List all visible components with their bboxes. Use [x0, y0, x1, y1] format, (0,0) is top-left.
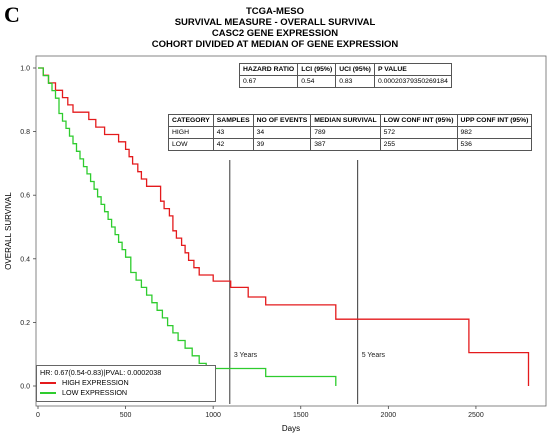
plot-frame [35, 55, 547, 407]
table-cell: 982 [456, 126, 533, 139]
series-lines [38, 67, 530, 386]
x-tick-label: 500 [120, 412, 132, 419]
table-cell: 789 [310, 126, 381, 139]
reference-line-label: 5 Years [362, 352, 386, 359]
category-table: CATEGORY SAMPLES NO OF EVENTS MEDIAN SUR… [168, 114, 533, 151]
uci-value: 0.83 [335, 75, 375, 88]
table-cell: 34 [252, 126, 312, 139]
cat-header-median: MEDIAN SURVIVAL [310, 114, 381, 127]
chart-subtitle-cohort: COHORT DIVIDED AT MEDIAN OF GENE EXPRESS… [151, 39, 399, 50]
table-row: LOW 42 39 387 255 536 [168, 138, 533, 151]
y-tick-label: 1.0 [20, 66, 30, 73]
legend-label-high: HIGH EXPRESSION [62, 378, 129, 387]
table-row: HIGH 43 34 789 572 982 [168, 126, 533, 139]
y-tick-label: 0.2 [20, 320, 30, 327]
legend-swatch-high [40, 382, 56, 384]
chart-subtitle-measure: SURVIVAL MEASURE - OVERALL SURVIVAL [174, 17, 376, 28]
reference-lines: 3 Years 5 Years [229, 160, 386, 404]
x-axis-label: Days [282, 424, 300, 433]
cat-header-low-ci: LOW CONF INT (95%) [379, 114, 458, 127]
table-cell: 536 [456, 138, 533, 151]
y-tick-label: 0.4 [20, 256, 30, 263]
axes: 0 500 1000 1500 2000 2500 0.0 0.2 0.4 0.6 0.8 1.0 [20, 66, 484, 420]
x-tick-label: 1500 [293, 412, 309, 419]
legend: HR: 0.67(0.54-0.83)|PVAL: 0.0002038 HIGH… [36, 365, 216, 402]
cat-header-upp-ci: UPP CONF INT (95%) [456, 114, 533, 127]
table-cell: LOW [168, 138, 214, 151]
y-tick-label: 0.0 [20, 384, 30, 391]
p-value: 0.00020379350269184 [373, 75, 452, 88]
table-cell: 43 [212, 126, 254, 139]
legend-hr-text: HR: 0.67(0.54-0.83)|PVAL: 0.0002038 [40, 368, 162, 377]
x-tick-label: 1000 [205, 412, 221, 419]
hazard-ratio-table: HAZARD RATIO LCI (95%) UCI (95%) P VALUE… [238, 63, 452, 88]
table-cell: 572 [379, 126, 458, 139]
table-cell: 42 [212, 138, 254, 151]
legend-label-low: LOW EXPRESSION [62, 388, 128, 397]
y-tick-label: 0.6 [20, 193, 30, 200]
cat-header-events: NO OF EVENTS [252, 114, 312, 127]
chart-subtitle-gene: CASC2 GENE EXPRESSION [211, 28, 339, 39]
table-cell: 255 [379, 138, 458, 151]
legend-swatch-low [40, 392, 56, 394]
series-line-high-expression [38, 67, 530, 386]
y-axis-label: OVERALL SURVIVAL [4, 192, 13, 270]
table-cell: 39 [252, 138, 312, 151]
hr-header-hazard-ratio: HAZARD RATIO [238, 63, 299, 76]
reference-line-label: 3 Years [234, 352, 258, 359]
table-cell: HIGH [168, 126, 214, 139]
hr-value: 0.67 [238, 75, 299, 88]
y-tick-label: 0.8 [20, 129, 30, 136]
x-tick-label: 2500 [468, 412, 484, 419]
hr-header-lci: LCI (95%) [297, 63, 337, 76]
x-tick-label: 0 [36, 412, 40, 419]
lci-value: 0.54 [297, 75, 337, 88]
series-line-low-expression [38, 67, 337, 386]
cat-header-category: CATEGORY [168, 114, 214, 127]
panel-letter: C [4, 2, 20, 27]
hr-header-p-value: P VALUE [373, 63, 452, 76]
chart-title: TCGA-MESO [245, 6, 305, 17]
cat-header-samples: SAMPLES [212, 114, 254, 127]
table-cell: 387 [310, 138, 381, 151]
hr-header-uci: UCI (95%) [335, 63, 375, 76]
x-tick-label: 2000 [381, 412, 397, 419]
